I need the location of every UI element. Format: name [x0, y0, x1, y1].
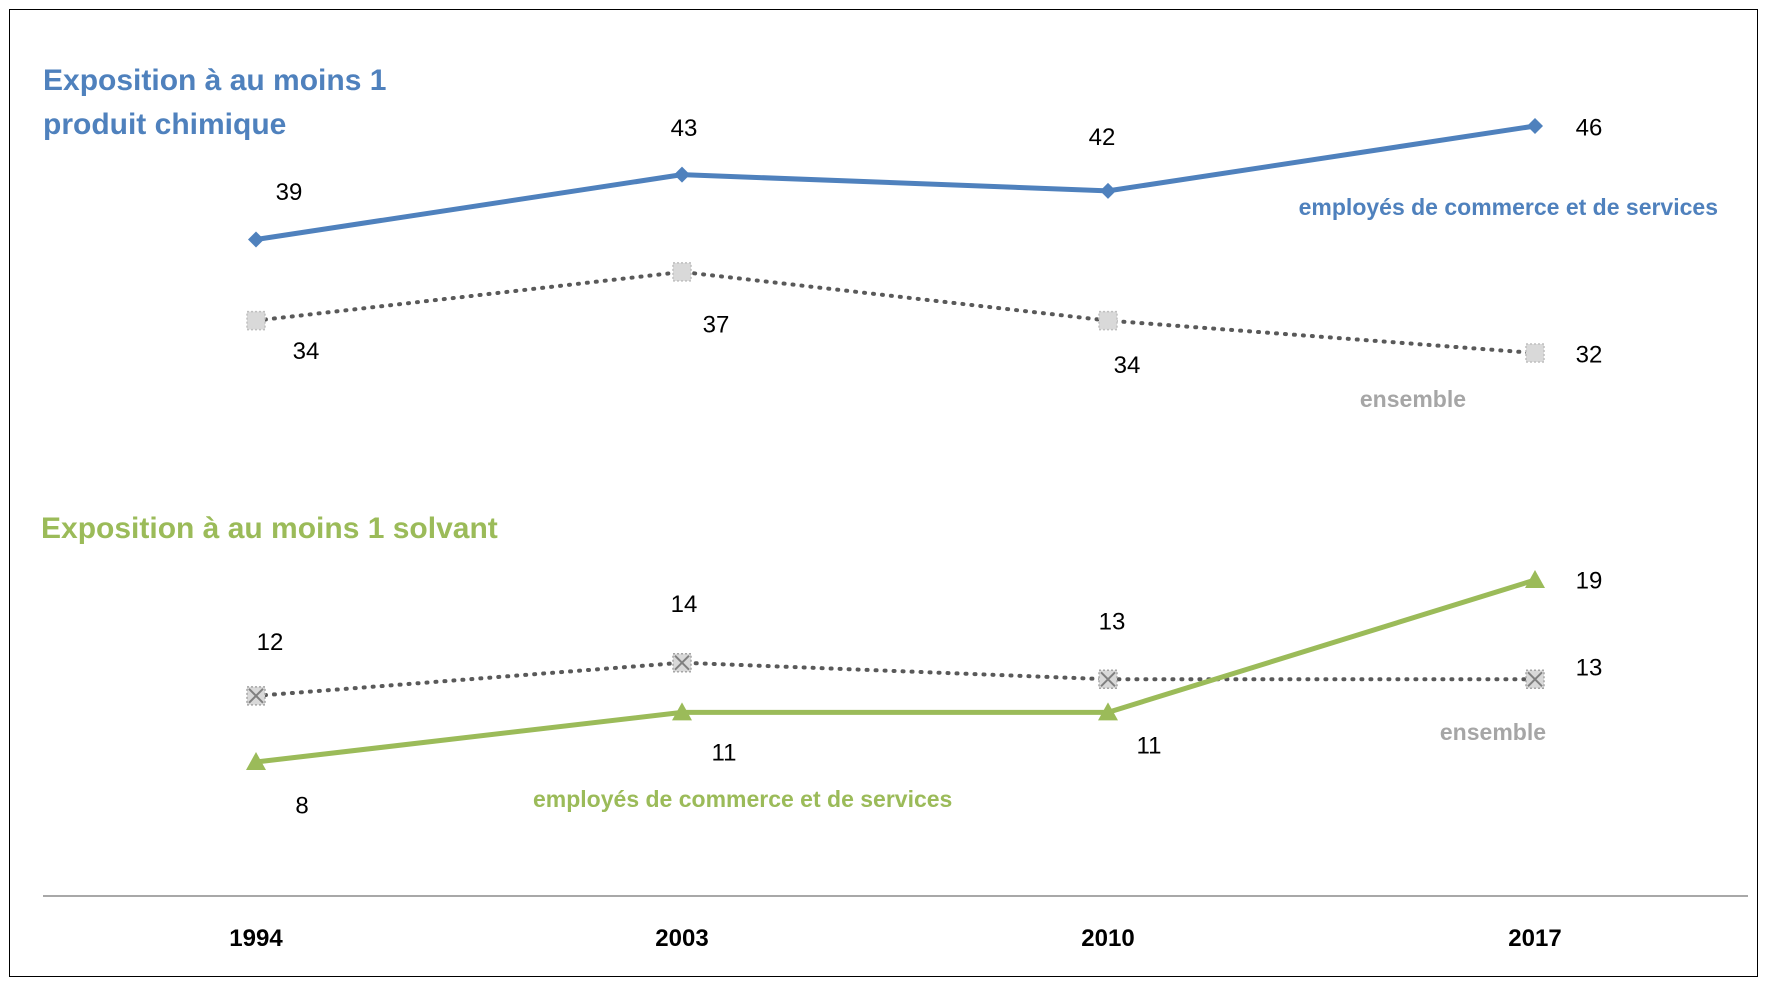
panel-1-series-2-marker-1994: [246, 310, 266, 331]
panel-1-series-2-marker-2010: [1098, 310, 1118, 331]
panel-2-series-2-value-2017: 19: [1576, 567, 1603, 594]
panel-1-series-1-marker-2010: [1100, 182, 1116, 199]
panel-1-series-2-value-2003: 37: [703, 311, 730, 338]
panel-1-series-1-value-2010: 42: [1089, 124, 1116, 151]
panel-1-series-2-label: ensemble: [1360, 386, 1466, 412]
panel-1-series-2-marker-2003: [672, 262, 692, 282]
panel-2-series-1-marker-2017: [1525, 669, 1545, 690]
panel-2-series-1-value-2017: 13: [1576, 655, 1603, 682]
panel-2-series-1-value-1994: 12: [257, 629, 284, 656]
panel-1-series-2-marker-2017: [1525, 343, 1545, 363]
panel-2-series-1-value-2003: 14: [671, 591, 698, 618]
panel-2-series-1-value-2010: 13: [1099, 609, 1126, 636]
x-tick-label-2003: 2003: [655, 925, 708, 952]
panel-2-series-2-value-2010: 11: [1137, 733, 1162, 760]
panel-1-title-line-1: Exposition à au moins 1: [43, 64, 386, 97]
panel-2-series-2-label: employés de commerce et de services: [533, 786, 952, 812]
x-tick-label-2010: 2010: [1081, 925, 1134, 952]
panel-1-title-line-2: produit chimique: [43, 108, 286, 141]
panel-1-series-1-marker-2003: [674, 166, 690, 183]
panel-2-series-2-value-1994: 8: [295, 792, 308, 819]
panel-1-series-1-marker-1994: [248, 231, 264, 248]
panel-2-series-2-line: [253, 577, 1538, 765]
panel-1-series-1-label: employés de commerce et de services: [1299, 194, 1718, 220]
panel-1-series-1-value-2017: 46: [1576, 114, 1603, 141]
panel-2-title-line-1: Exposition à au moins 1 solvant: [41, 512, 498, 545]
panel-1-series-2-line: [254, 269, 1537, 355]
panel-1-series-2-value-2010: 34: [1114, 352, 1141, 379]
panel-2-series-1-marker-2010: [1098, 669, 1118, 690]
panel-2-series-2-marker-2017: [1525, 570, 1545, 588]
panel-1-series-1-marker-2017: [1527, 118, 1543, 134]
panel-2-series-1-marker-2003: [672, 652, 692, 673]
panel-2-series-1-label: ensemble: [1440, 719, 1546, 745]
chart-frame: [9, 9, 1758, 977]
panel-1-series-2-value-1994: 34: [293, 338, 320, 365]
panel-2-series-2-value-2003: 11: [712, 740, 737, 767]
x-tick-label-2017: 2017: [1508, 925, 1561, 952]
x-tick-label-1994: 1994: [229, 925, 283, 952]
panel-2-series-1-line: [254, 660, 1537, 698]
panel-2-series-1-marker-1994: [246, 686, 266, 706]
panel-2-series-2-marker-1994: [246, 752, 266, 770]
panel-2-series-2-marker-2010: [1098, 702, 1118, 721]
panel-1-series-2-value-2017: 32: [1576, 341, 1603, 368]
panel-1-series-1-line: [253, 123, 1538, 242]
panel-1-series-1-value-2003: 43: [671, 115, 698, 142]
panel-2-series-2-marker-2003: [672, 702, 692, 721]
panel-1-series-1-value-1994: 39: [276, 179, 303, 206]
